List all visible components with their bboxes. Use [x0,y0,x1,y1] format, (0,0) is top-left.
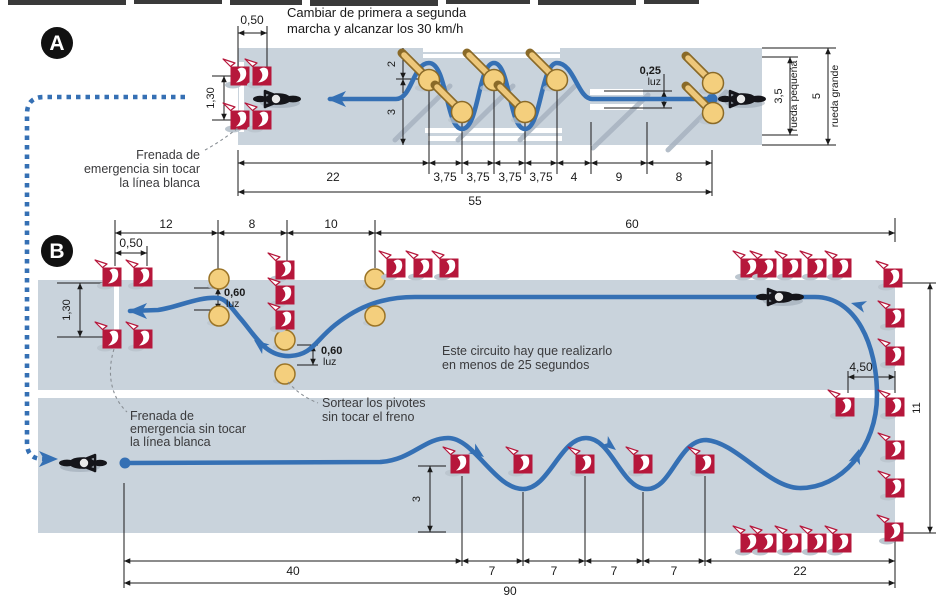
circuit-a-path [327,60,718,132]
b-time-note-line2: en menos de 25 segundos [442,358,589,372]
dim-label: 11 [911,402,923,413]
dim-label: 9 [616,170,623,184]
dim-label: 5 [811,93,823,99]
cone-marker-icon [125,259,154,291]
dim-label: 3,75 [529,170,553,184]
dim-label: 4 [571,170,578,184]
dim-label: 7 [671,564,678,578]
dim-label: 2 [386,61,398,67]
pivot-marker-icon [206,268,230,290]
dim-label: rueda pequeña [788,61,800,132]
dim-label: luz [323,356,336,368]
b-brake-note-line1: Frenada de [130,409,194,423]
b-brake-note-line3: la línea blanca [130,435,211,449]
circuit-b-dimensions [57,218,936,588]
b-pivot-note-line1: Sortear los pivotes [322,396,426,410]
b-braking-line [114,282,119,332]
dim-label: 0,25 [640,65,661,77]
dim-label: 3,75 [466,170,490,184]
circuit-b-path [119,294,880,492]
circuit-b-label: B [49,240,64,263]
dim-label: 0,50 [240,13,264,27]
b-pivot-note-line2: sin tocar el freno [322,410,414,424]
a-instruction-line1: Cambiar de primera a segunda [287,5,467,20]
dim-label: 3 [411,496,423,502]
cone-marker-icon [267,252,296,284]
dim-label: 60 [625,217,639,231]
cropped-header-text [8,0,699,6]
dim-label: 3 [386,109,398,115]
b-time-note-line1: Este circuito hay que realizarlo [442,344,612,358]
circuit-a-dimensions [212,26,836,196]
a-brake-note-line2: emergencia sin tocar [84,162,200,176]
cone-marker-icon [875,260,904,292]
circuit-b-badge: B [41,235,73,267]
dim-label: 40 [286,564,300,578]
b-brake-note-line2: emergencia sin tocar [130,422,246,436]
connector-a-to-b [24,94,185,467]
cone-marker-icon [431,250,460,282]
text-labels: Cambiar de primera a segunda marcha y al… [61,5,923,597]
dim-label: 22 [793,564,807,578]
dim-label: 3,5 [773,88,785,103]
dim-label: luz [648,76,661,88]
dim-label: 4,50 [849,360,873,374]
dim-label: 55 [468,194,482,208]
a-start-dot [706,93,718,105]
a-brake-note-line3: la línea blanca [119,176,200,190]
dim-label: 12 [159,217,173,231]
dim-label: 1,30 [61,299,73,320]
a-instruction-line2: marcha y alcanzar los 30 km/h [287,21,463,36]
a-brake-note-line1: Frenada de [136,148,200,162]
dim-label: luz [226,298,239,310]
dim-label: 90 [503,584,517,597]
cone-marker-icon [405,250,434,282]
dim-label: 0,60 [224,287,245,299]
pivot-marker-icon [362,268,386,290]
cone-marker-icon [774,250,803,282]
cone-marker-icon [378,250,407,282]
a-braking-line [239,62,244,132]
dim-label: 8 [676,170,683,184]
cone-marker-icon [94,259,123,291]
leader-lines [109,127,319,413]
circuit-b-track [38,280,895,533]
circuit-a-badge: A [41,27,73,59]
dim-label: 3,75 [498,170,522,184]
dim-label: 22 [326,170,340,184]
cone-marker-icon [799,250,828,282]
dim-label: 7 [489,564,496,578]
dim-label: 1,30 [205,87,217,108]
b-start-dot [119,457,131,469]
dim-label: 0,50 [119,236,143,250]
dim-label: 0,60 [321,345,342,357]
dim-label: 7 [611,564,618,578]
dim-label: 10 [324,217,338,231]
dim-label: 8 [249,217,256,231]
cone-marker-icon [824,250,853,282]
circuit-a-label: A [49,32,64,55]
dim-label: 7 [551,564,558,578]
dim-label: 3,75 [433,170,457,184]
dim-label: rueda grande [829,65,841,128]
